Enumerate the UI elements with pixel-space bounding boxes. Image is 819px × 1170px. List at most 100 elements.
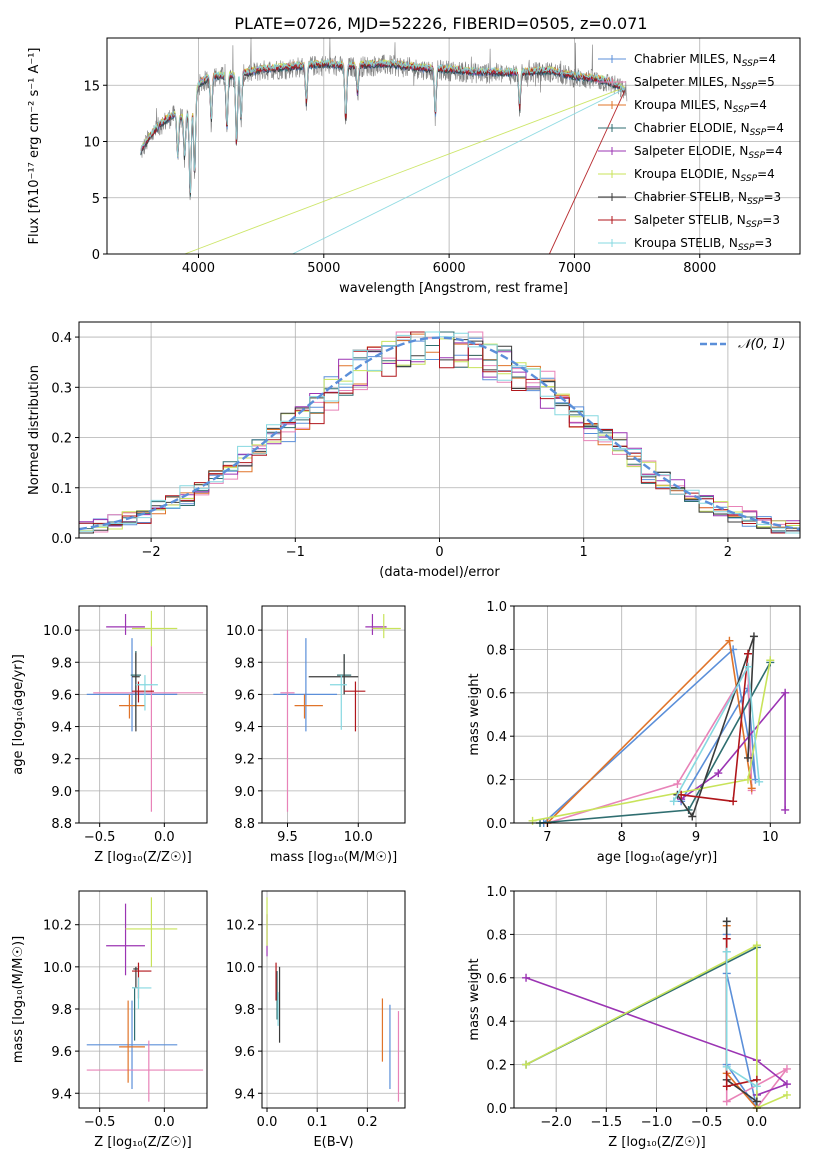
weight-point xyxy=(781,688,790,697)
y-tick-label: 0.2 xyxy=(486,1059,507,1074)
y-tick-label: 0.6 xyxy=(486,972,507,987)
legend-label: Kroupa ELODIE, NSSP=4 xyxy=(634,167,775,184)
axes-mass_vs_Z: −0.5 0.0 9.4 9.6 9.8 10.0 10.2 Z [log₁₀(Z/Z☉)] m… xyxy=(11,890,208,1150)
weight-point xyxy=(752,1097,761,1106)
legend-subscript: SSP xyxy=(747,197,764,207)
plot-area-weight_vs_age xyxy=(528,632,790,827)
weight-point xyxy=(782,1064,791,1073)
legend-subscript: SSP xyxy=(741,174,758,184)
legend-value: =4 xyxy=(766,121,784,135)
y-axis-label: age [log₁₀(age/yr)] xyxy=(11,654,26,775)
weight-point xyxy=(722,1097,731,1106)
y-tick-label: 10.0 xyxy=(43,624,72,639)
legend-value: =3 xyxy=(762,213,780,227)
y-tick-label: 9.4 xyxy=(51,1087,72,1102)
x-tick-label: 5000 xyxy=(307,261,340,276)
legend-label: Kroupa MILES, NSSP=4 xyxy=(634,98,767,115)
x-tick-label: 0.0 xyxy=(257,1115,278,1130)
weight-line xyxy=(525,943,788,1110)
x-tick-label: −1.0 xyxy=(641,1115,673,1130)
x-tick-label: 8000 xyxy=(683,261,716,276)
weight-point xyxy=(752,1082,761,1091)
axes-weight_vs_age: 7 8 9 10 0.0 0.2 0.4 0.6 0.8 1.0 age [log₁₀(age/yr… xyxy=(467,600,801,865)
x-tick-label: −1 xyxy=(286,545,305,560)
x-tick-label: 0.0 xyxy=(154,830,175,845)
legend-subscript: SSP xyxy=(742,59,759,69)
x-tick-label: 4000 xyxy=(182,261,215,276)
axes-frame xyxy=(261,605,406,824)
y-tick-label: 8.8 xyxy=(234,817,255,832)
weight-point xyxy=(722,947,731,956)
x-tick-label: 0.0 xyxy=(747,1115,768,1130)
x-tick-label: 7 xyxy=(543,830,551,845)
x-tick-label: −2.0 xyxy=(540,1115,572,1130)
legend-value: =5 xyxy=(757,75,775,89)
legend-value: =4 xyxy=(765,144,783,158)
x-tick-label: −1.5 xyxy=(591,1115,623,1130)
y-tick-label: 0.3 xyxy=(51,381,72,396)
y-tick-label: 0.8 xyxy=(486,643,507,658)
weight-point xyxy=(722,1062,731,1071)
weight-line xyxy=(725,951,758,1087)
weight-point xyxy=(747,784,756,793)
weight-point xyxy=(766,656,775,665)
x-tick-label: 8 xyxy=(618,830,626,845)
x-tick-label: 2 xyxy=(724,545,732,560)
y-tick-label: 9.0 xyxy=(51,785,72,800)
weight-point xyxy=(749,632,758,641)
legend-subscript: SSP xyxy=(746,220,763,230)
plot-area-mass_vs_ebv xyxy=(266,897,400,1102)
y-tick-label: 0.1 xyxy=(51,482,72,497)
weight-point xyxy=(782,1090,791,1099)
axes-residuals: 𝒩(0, 1) −2 −1 0 1 2 0.0 0.1 0.2 0.3 0.4 (data-model… xyxy=(27,321,801,580)
plot-area-age_vs_mass xyxy=(273,614,401,812)
y-tick-label: 0.2 xyxy=(51,432,72,447)
weight-point xyxy=(752,941,761,950)
weight-point xyxy=(782,1080,791,1089)
legend-label: Chabrier ELODIE, NSSP=4 xyxy=(634,121,784,138)
y-tick-label: 9.4 xyxy=(51,721,72,736)
figure-title: PLATE=0726, MJD=52226, FIBERID=0505, z=0… xyxy=(234,14,647,33)
axes-spectrum: Chabrier MILES, NSSP=4 Salpeter MILES, NS… xyxy=(27,37,801,296)
x-tick-label: −0.5 xyxy=(84,830,116,845)
x-axis-label: E(B-V) xyxy=(313,1135,353,1150)
weight-point xyxy=(522,1060,531,1069)
y-tick-label: 10.2 xyxy=(43,919,72,934)
x-tick-label: 0.0 xyxy=(154,1115,175,1130)
x-tick-label: 0.1 xyxy=(307,1115,328,1130)
y-tick-label: 10.0 xyxy=(43,961,72,976)
weight-point xyxy=(781,805,790,814)
legend-value: =4 xyxy=(749,98,767,112)
axes-mass_vs_ebv: 0.0 0.1 0.2 9.4 9.6 9.8 10.0 10.2 E(B-V) xyxy=(226,890,406,1150)
legend-subscript: SSP xyxy=(748,151,765,161)
axes-frame xyxy=(78,890,208,1109)
x-tick-label: 0 xyxy=(435,545,443,560)
y-tick-label: 9.6 xyxy=(234,688,255,703)
axes-frame xyxy=(513,605,801,824)
x-tick-label: −0.5 xyxy=(691,1115,723,1130)
legend-value: =3 xyxy=(754,236,772,250)
legend-label: Salpeter ELODIE, NSSP=4 xyxy=(634,144,783,161)
y-tick-label: 9.6 xyxy=(234,1045,255,1060)
legend-label: Chabrier STELIB, NSSP=3 xyxy=(634,190,781,207)
legend-value: =4 xyxy=(757,167,775,181)
weight-point xyxy=(528,816,537,825)
weight-line xyxy=(672,664,760,802)
x-tick-label: 7000 xyxy=(558,261,591,276)
y-tick-label: 9.8 xyxy=(234,1003,255,1018)
weight-point xyxy=(729,797,738,806)
weight-point xyxy=(744,662,752,671)
legend-label: Chabrier MILES, NSSP=4 xyxy=(634,52,776,69)
legend-value: =3 xyxy=(764,190,782,204)
y-tick-label: 0.4 xyxy=(51,331,72,346)
axes-frame xyxy=(78,605,208,824)
weight-point xyxy=(744,753,752,762)
x-tick-label: −0.5 xyxy=(84,1115,116,1130)
y-axis-label: Normed distribution xyxy=(27,365,42,495)
plot-area-residuals xyxy=(78,331,801,534)
x-tick-label: 6000 xyxy=(433,261,466,276)
y-tick-label: 0.8 xyxy=(486,928,507,943)
x-tick-label: 10 xyxy=(762,830,779,845)
weight-point xyxy=(722,1082,731,1091)
y-tick-label: 0.4 xyxy=(486,730,507,745)
